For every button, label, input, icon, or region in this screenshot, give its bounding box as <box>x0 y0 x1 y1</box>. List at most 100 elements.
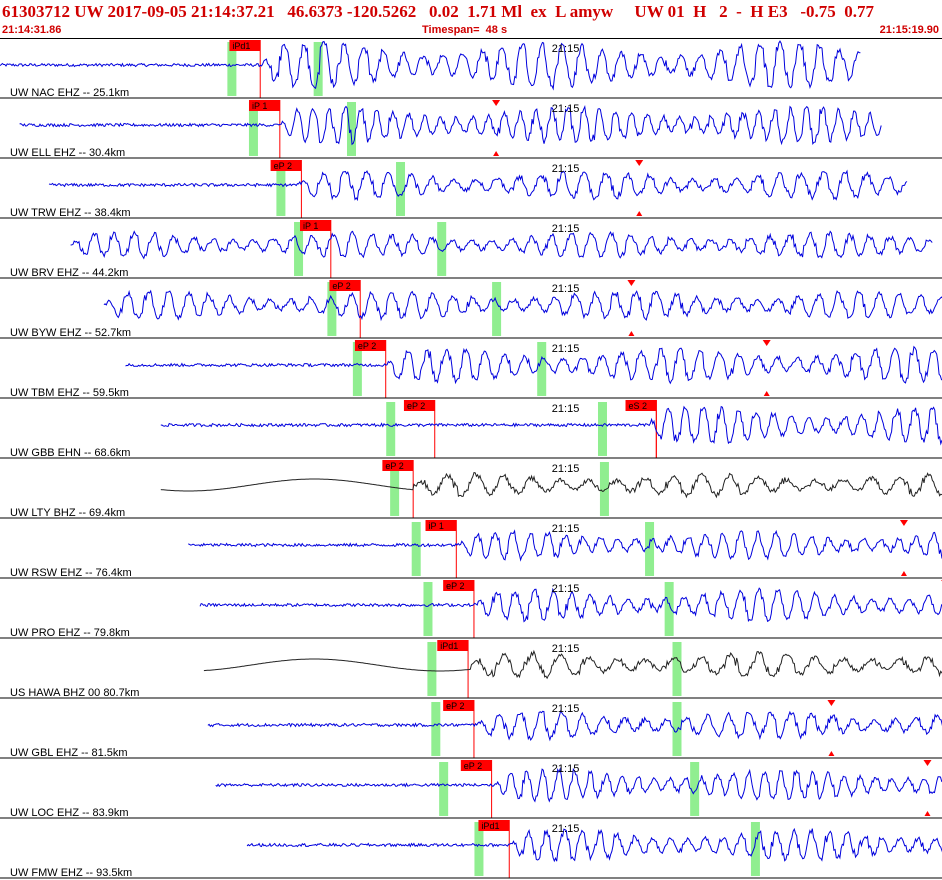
time-tick-label: 21:15 <box>552 223 580 235</box>
analysis-window <box>248 102 258 156</box>
arrival-marker-bottom <box>828 751 835 756</box>
channel-label: UW RSW EHZ -- 76.4km <box>10 567 132 579</box>
waveform-trace <box>215 767 942 803</box>
channel-row: eP 2 21:15 UW TRW EHZ -- 38.4km <box>0 160 942 219</box>
channel-row: iP 1 21:15 UW BRV EHZ -- 44.2km <box>0 220 942 279</box>
arrival-marker-bottom <box>636 211 643 216</box>
channel-label: UW LOC EHZ -- 83.9km <box>10 807 129 819</box>
waveform-trace <box>246 827 942 863</box>
arrival-marker-bottom <box>924 811 931 816</box>
waveform-trace <box>48 169 908 202</box>
time-tick-label: 21:15 <box>552 43 580 55</box>
channel-row: iP 1 21:15 UW ELL EHZ -- 30.4km <box>0 100 942 159</box>
waveform-trace <box>207 709 942 742</box>
waveform-trace <box>125 345 942 385</box>
time-tick-label: 21:15 <box>552 823 580 835</box>
waveform-trace <box>160 472 942 499</box>
timespan-label: Timespan= 48 s <box>422 24 508 36</box>
event-summary-line: 61303712 UW 2017-09-05 21:14:37.21 46.63… <box>2 2 875 21</box>
analysis-window <box>346 102 356 156</box>
time-tick-label: 21:15 <box>552 763 580 775</box>
time-tick-label: 21:15 <box>552 403 580 415</box>
channel-label: US HAWA BHZ 00 80.7km <box>10 687 139 699</box>
analysis-window <box>474 822 484 876</box>
channel-row: eP 2 21:15 UW BYW EHZ -- 52.7km <box>0 280 942 339</box>
time-tick-label: 21:15 <box>552 523 580 535</box>
analysis-window <box>431 702 441 756</box>
channel-label: UW TBM EHZ -- 59.5km <box>10 387 129 399</box>
pick-label: eP 2 <box>464 761 482 771</box>
analysis-window <box>423 582 433 636</box>
waveform-trace <box>70 230 933 260</box>
analysis-window <box>645 522 655 576</box>
channel-row: iPd1 21:15 UW FMW EHZ -- 93.5km <box>0 820 942 879</box>
channel-label: UW GBB EHN -- 68.6km <box>10 447 130 459</box>
pick-label-bg <box>425 520 457 531</box>
pick-label-bg <box>478 820 510 831</box>
analysis-window <box>672 642 682 696</box>
pick-label: eP 2 <box>446 701 464 711</box>
channel-label: UW FMW EHZ -- 93.5km <box>10 867 132 879</box>
pick-label: eS 2 <box>629 401 648 411</box>
pick-label-bg <box>443 580 474 591</box>
channel-row: iPd1 21:15 UW NAC EHZ -- 25.1km <box>0 40 942 99</box>
pick-label: eP 2 <box>358 341 376 351</box>
waveform-trace <box>188 529 942 562</box>
channel-label: UW PRO EHZ -- 79.8km <box>10 627 130 639</box>
seismogram-panel: iPd1 21:15 UW NAC EHZ -- 25.1km iP 1 21:15 UW… <box>0 38 942 879</box>
window-end-time: 21:15:19.90 <box>879 24 939 36</box>
time-tick-label: 21:15 <box>552 283 580 295</box>
pick-label-bg <box>270 160 302 171</box>
pick-label-bg <box>249 100 280 111</box>
analysis-window <box>227 42 237 96</box>
pick-label-bg <box>300 220 331 231</box>
analysis-window <box>597 402 607 456</box>
pick-label: iPd1 <box>481 821 499 831</box>
channel-row: eP 2 21:15 UW PRO EHZ -- 79.8km <box>0 580 942 639</box>
time-tick-label: 21:15 <box>552 463 580 475</box>
channel-label: UW BRV EHZ -- 44.2km <box>10 267 128 279</box>
arrival-marker-bottom <box>493 151 500 156</box>
analysis-window <box>492 282 502 336</box>
window-start-time: 21:14:31.86 <box>2 24 62 36</box>
analysis-window <box>690 762 700 816</box>
waveform-trace <box>103 289 942 322</box>
analysis-window <box>437 222 447 276</box>
waveform-trace <box>199 587 942 623</box>
pick-label: iP 1 <box>252 101 267 111</box>
pick-label: eP 2 <box>332 281 350 291</box>
channel-row: eP 2 21:15 UW LTY BHZ -- 69.4km <box>0 460 942 519</box>
arrival-marker-top <box>635 160 644 166</box>
time-tick-label: 21:15 <box>552 643 580 655</box>
pick-label: iPd1 <box>440 641 458 651</box>
analysis-window <box>599 462 609 516</box>
analysis-window <box>396 162 406 216</box>
arrival-marker-top <box>923 760 932 766</box>
channel-label: UW BYW EHZ -- 52.7km <box>10 327 131 339</box>
waveform-trace <box>203 649 942 680</box>
analysis-window <box>672 702 682 756</box>
analysis-window <box>313 42 323 96</box>
pick-label: eP 2 <box>385 461 403 471</box>
pick-label: eP 2 <box>407 401 425 411</box>
channel-row: eP 2 21:15 UW LOC EHZ -- 83.9km <box>0 760 942 819</box>
pick-label-bg <box>382 460 414 471</box>
event-header: 61303712 UW 2017-09-05 21:14:37.21 46.63… <box>0 0 942 40</box>
channel-label: UW ELL EHZ -- 30.4km <box>10 147 125 159</box>
arrival-marker-top <box>827 700 836 706</box>
arrival-marker-bottom <box>763 391 770 396</box>
channel-row: eP 2 21:15 UW GBL EHZ -- 81.5km <box>0 700 942 759</box>
waveform-trace <box>0 40 861 91</box>
time-tick-label: 21:15 <box>552 163 580 175</box>
arrival-marker-bottom <box>628 331 635 336</box>
analysis-window <box>390 462 400 516</box>
time-tick-label: 21:15 <box>552 103 580 115</box>
analysis-window <box>537 342 547 396</box>
channel-row: eP 2 21:15 UW TBM EHZ -- 59.5km <box>0 340 942 399</box>
pick-label-bg <box>625 400 657 411</box>
pick-label-bg <box>229 40 261 51</box>
arrival-marker-top <box>899 520 908 526</box>
pick-label-bg <box>403 400 435 411</box>
channel-label: UW GBL EHZ -- 81.5km <box>10 747 128 759</box>
analysis-window <box>386 402 396 456</box>
